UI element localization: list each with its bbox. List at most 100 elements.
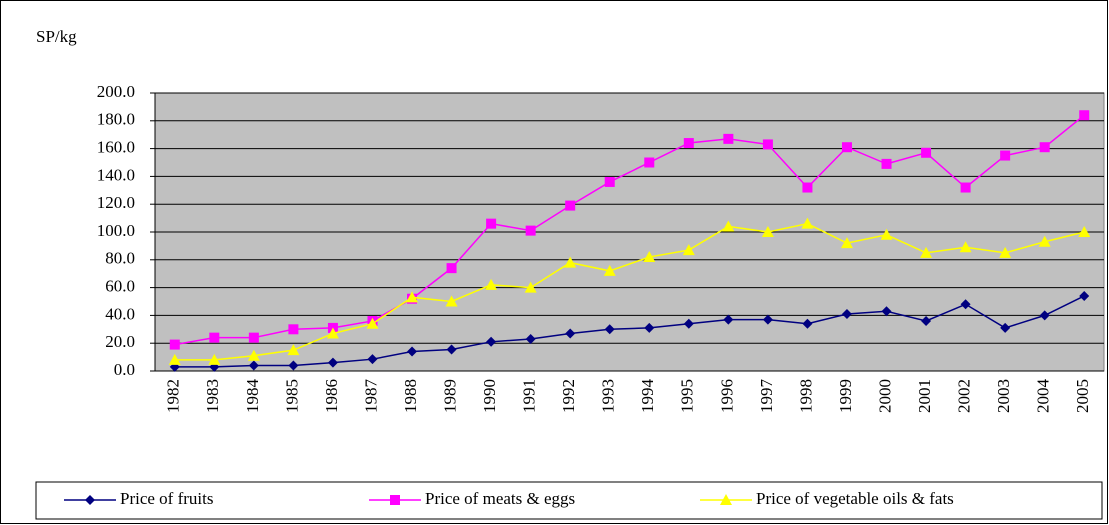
- x-tick-label: 1999: [836, 379, 855, 413]
- x-tick-label: 1994: [638, 379, 657, 414]
- series-line: [174, 295, 1085, 368]
- marker: [327, 357, 338, 368]
- x-tick-label: 1984: [243, 379, 262, 414]
- marker: [208, 353, 221, 365]
- legend-marker: [390, 495, 400, 505]
- marker: [287, 344, 300, 356]
- marker: [841, 142, 852, 153]
- marker: [524, 281, 537, 293]
- x-tick-label: 1988: [401, 379, 420, 413]
- legend-box: [35, 481, 1103, 520]
- x-tick-label: 2004: [1034, 379, 1053, 414]
- marker: [604, 324, 615, 335]
- marker: [326, 327, 339, 339]
- marker: [168, 353, 181, 365]
- x-tick-label: 1986: [322, 379, 341, 413]
- marker: [209, 332, 220, 343]
- marker: [366, 317, 379, 329]
- marker: [288, 324, 299, 335]
- marker: [446, 344, 457, 355]
- marker: [921, 315, 932, 326]
- marker: [248, 360, 259, 371]
- marker: [604, 176, 615, 187]
- marker: [603, 264, 616, 276]
- y-tick-label: 140.0: [97, 165, 135, 184]
- legend-label: Price of vegetable oils & fats: [756, 489, 954, 508]
- marker: [881, 306, 892, 317]
- marker: [407, 346, 418, 357]
- marker: [485, 278, 498, 290]
- x-tick-label: 2003: [994, 379, 1013, 413]
- x-tick-label: 1987: [361, 379, 380, 414]
- marker: [248, 332, 259, 343]
- marker: [999, 246, 1012, 258]
- marker: [683, 138, 694, 149]
- legend-label: Price of meats & eggs: [425, 489, 575, 508]
- marker: [288, 360, 299, 371]
- marker: [1039, 310, 1050, 321]
- marker: [762, 139, 773, 150]
- marker: [406, 291, 419, 303]
- marker: [525, 225, 536, 236]
- x-tick-label: 2002: [955, 379, 974, 413]
- marker: [1000, 150, 1011, 161]
- x-tick-label: 1996: [717, 379, 736, 413]
- x-tick-label: 1982: [164, 379, 183, 413]
- y-tick-label: 0.0: [114, 360, 135, 379]
- marker: [959, 241, 972, 253]
- marker: [802, 318, 813, 329]
- marker: [960, 299, 971, 310]
- y-tick-label: 160.0: [97, 138, 135, 157]
- y-tick-label: 40.0: [105, 304, 135, 323]
- marker: [367, 354, 378, 365]
- marker: [960, 182, 971, 193]
- marker: [683, 318, 694, 329]
- x-tick-label: 2005: [1073, 379, 1092, 413]
- marker: [1039, 142, 1050, 153]
- marker: [486, 218, 497, 229]
- y-tick-label: 60.0: [105, 277, 135, 296]
- marker: [1038, 235, 1051, 247]
- y-tick-label: 120.0: [97, 193, 135, 212]
- series-line: [174, 114, 1085, 346]
- marker: [723, 314, 734, 325]
- marker: [643, 251, 656, 263]
- x-tick-label: 1990: [480, 379, 499, 413]
- marker: [762, 314, 773, 325]
- marker: [247, 349, 260, 361]
- marker: [682, 244, 695, 256]
- marker: [445, 295, 458, 307]
- legend-marker: [85, 495, 95, 505]
- y-tick-label: 80.0: [105, 249, 135, 268]
- marker: [880, 228, 893, 240]
- x-tick-label: 1989: [440, 379, 459, 413]
- legend-label: Price of fruits: [120, 489, 213, 508]
- marker: [564, 256, 577, 268]
- marker: [486, 336, 497, 347]
- marker: [921, 147, 932, 158]
- marker: [525, 334, 536, 345]
- x-tick-label: 1991: [520, 379, 539, 413]
- marker: [841, 309, 852, 320]
- marker: [644, 322, 655, 333]
- marker: [565, 328, 576, 339]
- x-tick-label: 1998: [796, 379, 815, 413]
- x-tick-label: 1985: [282, 379, 301, 413]
- x-tick-label: 1992: [559, 379, 578, 413]
- x-tick-label: 1995: [678, 379, 697, 413]
- marker: [1079, 110, 1090, 121]
- marker: [881, 158, 892, 169]
- marker: [565, 200, 576, 211]
- y-tick-label: 200.0: [97, 82, 135, 101]
- y-tick-label: 180.0: [97, 110, 135, 129]
- x-tick-label: 1997: [757, 379, 776, 414]
- x-tick-label: 1983: [203, 379, 222, 413]
- marker: [920, 246, 933, 258]
- marker: [1079, 290, 1090, 301]
- marker: [722, 220, 735, 232]
- y-axis-label: SP/kg: [36, 27, 77, 46]
- marker: [801, 217, 814, 229]
- marker: [169, 339, 180, 350]
- legend-marker: [720, 494, 732, 505]
